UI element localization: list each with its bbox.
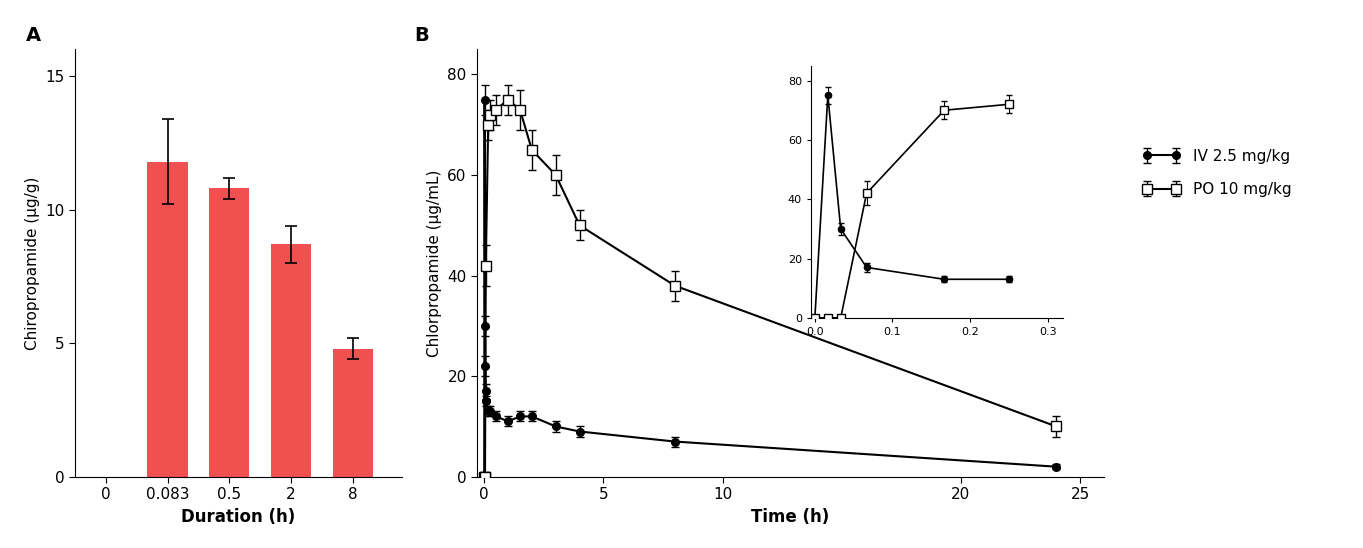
Text: A: A — [26, 26, 41, 45]
Bar — [209, 189, 249, 477]
Bar — [147, 162, 188, 477]
Bar — [333, 349, 372, 477]
Y-axis label: Chlorpropamide (μg/mL): Chlorpropamide (μg/mL) — [427, 169, 442, 357]
X-axis label: Time (h): Time (h) — [751, 508, 830, 526]
X-axis label: Duration (h): Duration (h) — [181, 508, 296, 526]
Legend: IV 2.5 mg/kg, PO 10 mg/kg: IV 2.5 mg/kg, PO 10 mg/kg — [1137, 142, 1298, 203]
Text: B: B — [414, 26, 429, 45]
Bar — [271, 244, 311, 477]
Y-axis label: Chiropropamide (μg/g): Chiropropamide (μg/g) — [25, 176, 40, 350]
